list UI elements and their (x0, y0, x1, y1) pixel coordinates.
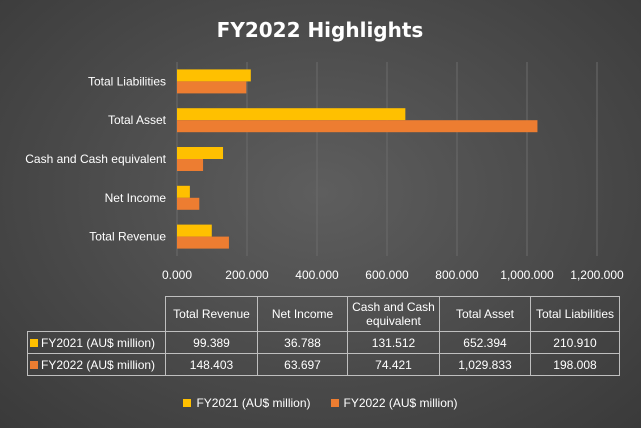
data-table-cell: 210.910 (530, 331, 620, 354)
bar-fy2021 (177, 224, 212, 237)
bar-fy2022 (177, 81, 247, 94)
x-tick-label: 600.000 (365, 268, 409, 282)
data-table-cell: 198.008 (530, 353, 620, 376)
bar-fy2022 (177, 159, 204, 171)
category-label: Net Income (105, 191, 167, 205)
x-tick-label: 800.000 (435, 268, 479, 282)
bar-fy2022 (177, 120, 538, 133)
data-table-cell: 99.389 (165, 331, 258, 354)
legend-item: FY2021 (AU$ million) (183, 396, 311, 410)
bar-fy2021 (177, 147, 224, 159)
series-name: FY2021 (AU$ million) (41, 335, 156, 350)
x-tick-label: 1,000.000 (500, 268, 554, 282)
category-label: Cash and Cash equivalent (25, 152, 166, 166)
legend-swatch (330, 399, 339, 407)
category-label: Total Asset (108, 113, 167, 127)
bars (177, 69, 538, 249)
legend-label: FY2022 (AU$ million) (343, 396, 458, 410)
legend: FY2021 (AU$ million) FY2022 (AU$ million) (0, 396, 641, 410)
gridlines (176, 62, 598, 256)
category-labels: Total Revenue Net Income Cash and Cash equ… (25, 74, 166, 243)
data-table-corner (28, 297, 166, 332)
data-table-column-header: Net Income (257, 296, 348, 332)
bar-fy2021 (177, 108, 406, 121)
legend-item: FY2022 (AU$ million) (330, 396, 458, 410)
x-tick-label: 1,200.000 (570, 268, 624, 282)
data-table-cell: 63.697 (257, 353, 348, 376)
x-tick-label: 0.000 (162, 268, 192, 282)
data-table-row: FY2022 (AU$ million) 148.403 63.697 74.421 1… (27, 353, 620, 376)
data-table-cell: 36.788 (257, 331, 348, 354)
data-table-cell: 652.394 (439, 331, 531, 354)
category-label: Total Liabilities (88, 74, 166, 88)
data-table-row-header: FY2022 (AU$ million) (27, 353, 166, 376)
data-table-column-header: Total Asset (439, 296, 531, 332)
data-table-cell: 148.403 (165, 353, 258, 376)
legend-swatch (183, 399, 192, 407)
data-table-column-header: Cash and Cash equivalent (347, 296, 440, 332)
data-table-row-header: FY2021 (AU$ million) (27, 331, 166, 354)
x-tick-label: 400.000 (295, 268, 339, 282)
legend-label: FY2021 (AU$ million) (196, 396, 311, 410)
data-table-cell: 74.421 (347, 353, 440, 376)
data-table-cell: 131.512 (347, 331, 440, 354)
data-table-row: FY2021 (AU$ million) 99.389 36.788 131.512 6… (27, 331, 620, 354)
x-tick-labels: 0.000 200.000 400.000 600.000 800.000 1,000.0… (162, 268, 624, 282)
legend-key-swatch (30, 360, 38, 369)
legend-key-swatch (30, 338, 38, 347)
bar-fy2021 (177, 185, 190, 198)
data-table-cell: 1,029.833 (439, 353, 531, 376)
data-table: Total Revenue Net Income Cash and Cash equ… (27, 296, 620, 376)
bar-fy2021 (177, 69, 251, 82)
data-table-header-row: Total Revenue Net Income Cash and Cash equ… (28, 296, 620, 332)
x-tick-label: 200.000 (225, 268, 269, 282)
bar-fy2022 (177, 236, 229, 249)
category-label: Total Revenue (89, 230, 166, 244)
data-table-column-header: Total Liabilities (530, 296, 620, 332)
bar-fy2022 (177, 197, 200, 210)
series-name: FY2022 (AU$ million) (41, 357, 156, 372)
chart-title: FY2022 Highlights (217, 18, 424, 42)
data-table-column-header: Total Revenue (165, 296, 258, 332)
